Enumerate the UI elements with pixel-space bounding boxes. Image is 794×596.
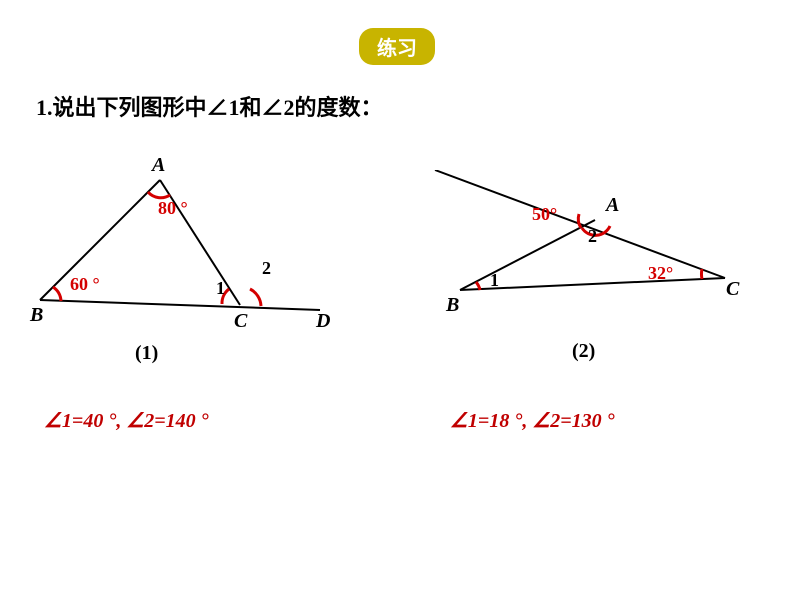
figure-2-svg — [430, 170, 760, 330]
question-text: 1.说出下列图形中∠1和∠2的度数： — [36, 90, 383, 122]
fig2-label-C: C — [726, 278, 739, 301]
fig1-angle-A: 80 ° — [158, 198, 188, 219]
fig1-label-C: C — [234, 310, 247, 333]
fig1-label-A: A — [152, 154, 165, 177]
practice-badge: 练习 — [359, 28, 435, 65]
fig2-label-B: B — [446, 294, 459, 317]
fig1-angle-2: 2 — [262, 258, 271, 279]
fig1-caption: (1) — [135, 342, 158, 365]
fig1-answer: ∠1=40 °, ∠2=140 ° — [44, 408, 209, 433]
fig2-angle-2: 2 — [588, 226, 597, 247]
fig2-angle-C: 32° — [648, 263, 673, 284]
fig2-angle-1: 1 — [490, 270, 499, 291]
figure-1-svg — [30, 170, 350, 340]
fig2-caption: (2) — [572, 340, 595, 363]
fig2-angle-ext: 50° — [532, 204, 557, 225]
fig2-answer: ∠1=18 °, ∠2=130 ° — [450, 408, 615, 433]
fig1-angle-1: 1 — [216, 278, 225, 299]
figure-1: A B C D 80 ° 60 ° 1 2 — [30, 170, 350, 350]
fig1-angle-B: 60 ° — [70, 274, 100, 295]
fig1-label-D: D — [316, 310, 330, 333]
fig1-label-B: B — [30, 304, 43, 327]
fig2-label-A: A — [606, 194, 619, 217]
figure-2: A B C 50° 32° 1 2 — [430, 170, 760, 340]
